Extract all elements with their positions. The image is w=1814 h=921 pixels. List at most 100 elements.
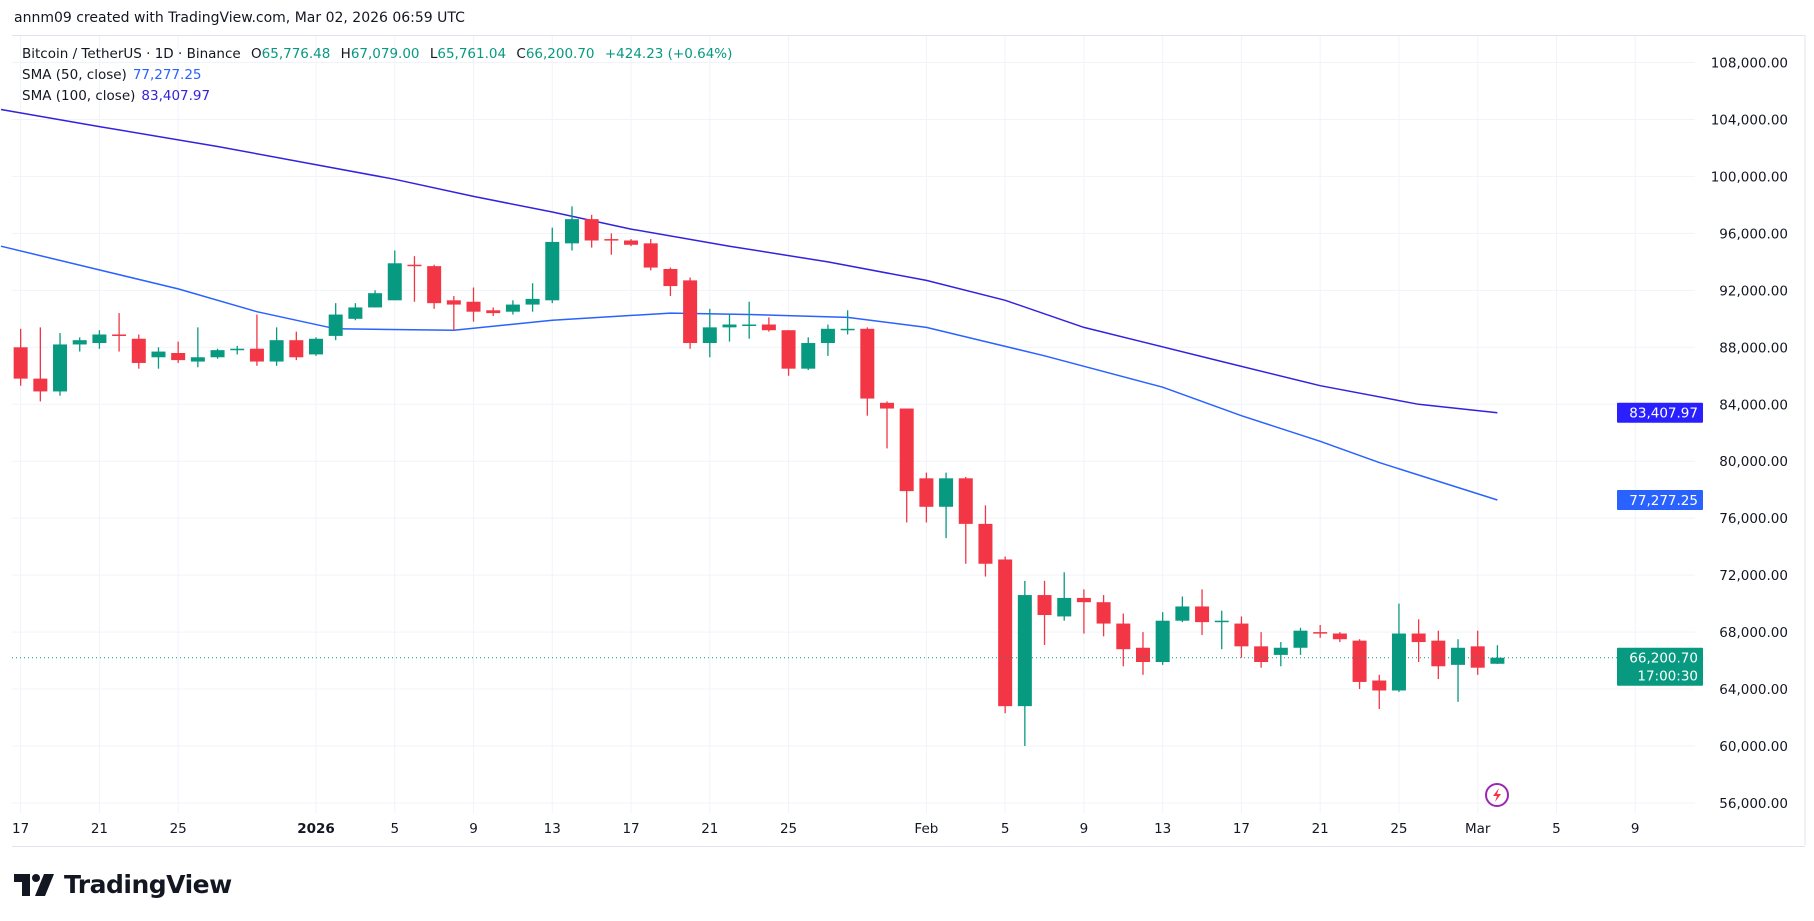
candle-up [92, 330, 107, 349]
candle-body [545, 241, 560, 301]
candle-body [958, 478, 973, 524]
price-axis: 108,000.00 104,000.00 100,000.00 96,000.00 9… [1711, 56, 1788, 812]
time-tick-label: 9 [1631, 821, 1640, 837]
candle-up [545, 227, 560, 304]
time-tick-label: 17 [1233, 821, 1250, 837]
close-value: 66,200.70 [525, 46, 595, 62]
candle-body [1135, 647, 1150, 663]
sma100-value: 83,407.97 [141, 88, 211, 104]
candle-body [1076, 597, 1091, 603]
candle-down [584, 214, 599, 248]
candle-up [53, 333, 68, 396]
candle-down [1037, 580, 1052, 645]
candle-down [427, 264, 442, 309]
close-label: C [516, 46, 526, 62]
candle-down [860, 327, 875, 416]
price-tick-label: 56,000.00 [1719, 796, 1788, 812]
candle-body [210, 350, 225, 358]
time-tick-label: 5 [1552, 821, 1561, 837]
candle-up [1175, 596, 1190, 623]
sma50-legend-row[interactable]: SMA (50, close) 77,277.25 [22, 65, 732, 86]
candle-body [1195, 606, 1210, 623]
candle-down [1254, 632, 1269, 668]
sma100-legend-row[interactable]: SMA (100, close) 83,407.97 [22, 86, 732, 107]
candle-body [1175, 606, 1190, 621]
open-label: O [251, 46, 262, 62]
time-tick-label: 21 [1312, 821, 1329, 837]
price-tick-label: 68,000.00 [1719, 625, 1788, 641]
candle-body [1273, 647, 1288, 655]
sma100-label[interactable]: SMA (100, close) [22, 88, 136, 104]
candle-body [1431, 640, 1446, 667]
candle-up [230, 345, 245, 355]
candle-body [1352, 640, 1367, 682]
candle-body [584, 219, 599, 241]
candle-down [1372, 674, 1387, 709]
sma100-line [0, 108, 1498, 414]
candle-down [1313, 624, 1328, 638]
price-tick-label: 72,000.00 [1719, 568, 1788, 584]
price-tick-label: 80,000.00 [1719, 454, 1788, 470]
candle-down [407, 256, 422, 302]
candle-up [722, 314, 737, 342]
symbol-name[interactable]: Bitcoin / TetherUS · 1D · Binance [22, 46, 241, 62]
candle-body [880, 402, 895, 409]
candle-down [466, 287, 481, 322]
sma50-label[interactable]: SMA (50, close) [22, 67, 127, 83]
candle-down [446, 296, 461, 331]
sma100-price-tag-text: 83,407.97 [1629, 406, 1698, 422]
candle-up [387, 250, 402, 301]
chart-pane[interactable] [12, 35, 1805, 847]
candle-body [92, 334, 107, 344]
candle-up [742, 301, 757, 339]
time-tick-label: 25 [170, 821, 187, 837]
candle-down [1352, 639, 1367, 690]
candle-up [72, 337, 87, 352]
candle-body [171, 352, 186, 361]
candle-body [1490, 657, 1505, 664]
candle-body [1411, 633, 1426, 643]
candle-body [72, 340, 87, 345]
time-tick-label: 13 [544, 821, 561, 837]
candle-up [348, 303, 363, 321]
candle-body [112, 334, 127, 336]
candle-body [13, 347, 28, 379]
candle-up [210, 348, 225, 359]
candle-up [151, 347, 166, 369]
candle-body [663, 268, 678, 287]
candle-down [1332, 632, 1347, 643]
candle-body [1116, 623, 1131, 650]
candle-body [505, 304, 520, 312]
candle-body [466, 301, 481, 312]
candle-down [880, 401, 895, 449]
candle-body [1096, 602, 1111, 624]
candle-up [1451, 639, 1466, 702]
candle-body [820, 328, 835, 344]
price-tick-label: 60,000.00 [1719, 739, 1788, 755]
time-tick-label: 5 [1001, 821, 1010, 837]
candle-down [1411, 619, 1426, 663]
candle-up [820, 324, 835, 356]
candle-body [742, 324, 757, 327]
chart-credit: annm09 created with TradingView.com, Mar… [14, 10, 465, 26]
candle-body [249, 348, 264, 362]
time-tick-label: Mar [1465, 821, 1491, 837]
low-value: 65,761.04 [437, 46, 507, 62]
time-tick-label: 5 [390, 821, 399, 837]
candle-body [683, 280, 698, 344]
lightning-icon[interactable] [1485, 783, 1509, 807]
candle-down [1470, 630, 1485, 675]
candle-body [1234, 623, 1249, 647]
symbol-legend-row[interactable]: Bitcoin / TetherUS · 1D · Binance O65,77… [22, 44, 732, 65]
candle-up [801, 337, 816, 371]
candle-down [643, 239, 658, 271]
candle-down [249, 314, 264, 366]
candle-down [919, 472, 934, 523]
candle-body [486, 310, 501, 314]
tradingview-logo[interactable]: TradingView [14, 870, 232, 899]
low-label: L [429, 46, 438, 62]
price-tick-label: 100,000.00 [1711, 169, 1788, 185]
candle-down [624, 239, 639, 247]
last-price-tag-bg [1617, 647, 1703, 686]
